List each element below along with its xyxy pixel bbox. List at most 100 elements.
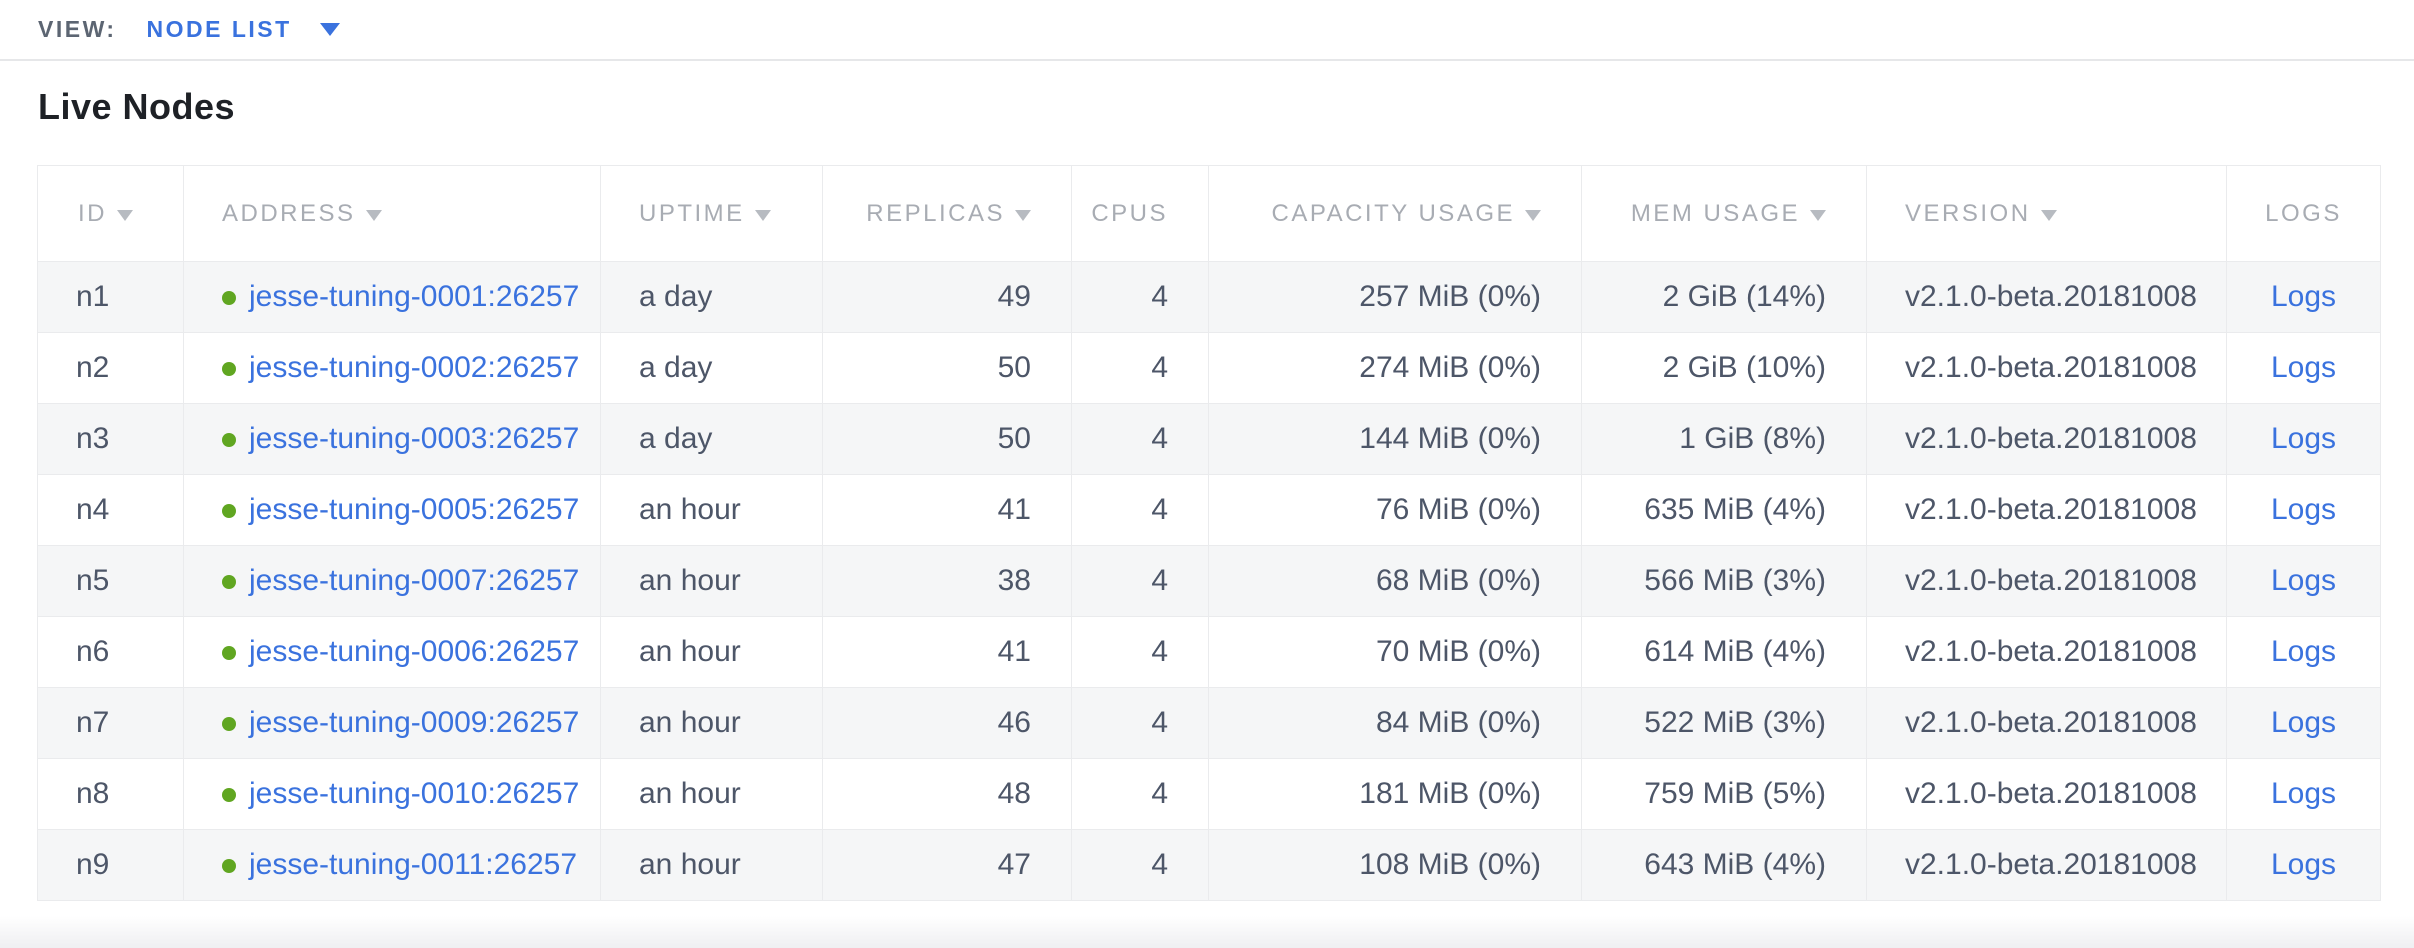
cell-replicas: 46 [822, 687, 1072, 759]
cell-address: jesse-tuning-0002:26257 [183, 332, 601, 404]
sort-descending-icon [754, 209, 771, 221]
cell-replicas: 41 [822, 474, 1072, 546]
cell-replicas: 50 [822, 403, 1072, 475]
cell-version: v2.1.0-beta.20181008 [1866, 829, 2227, 901]
table-row: n6 jesse-tuning-0006:26257 an hour 41 4 70 Mi… [37, 616, 2381, 688]
cell-cpus: 4 [1071, 261, 1209, 333]
sort-descending-icon [1810, 209, 1826, 221]
node-address-link[interactable]: jesse-tuning-0002:26257 [249, 351, 580, 384]
cell-replicas: 38 [822, 545, 1072, 617]
cell-address: jesse-tuning-0007:26257 [183, 545, 601, 617]
logs-link[interactable]: Logs [2270, 564, 2337, 597]
cell-cpus: 4 [1071, 829, 1209, 901]
cell-capacity: 144 MiB (0%) [1208, 403, 1582, 475]
cell-cpus: 4 [1071, 474, 1209, 546]
cell-replicas: 47 [822, 829, 1072, 901]
cell-logs: Logs [2226, 403, 2381, 475]
cell-uptime: an hour [600, 829, 823, 901]
live-status-icon [222, 717, 236, 731]
cell-capacity: 76 MiB (0%) [1208, 474, 1582, 546]
column-header-address[interactable]: ADDRESS [183, 165, 601, 262]
logs-link[interactable]: Logs [2270, 351, 2337, 384]
cell-cpus: 4 [1071, 403, 1209, 475]
live-status-icon [222, 646, 236, 660]
cell-capacity: 70 MiB (0%) [1208, 616, 1582, 688]
chevron-down-icon [319, 23, 340, 36]
cell-mem: 522 MiB (3%) [1581, 687, 1867, 759]
sort-descending-icon [117, 209, 133, 221]
cell-mem: 1 GiB (8%) [1581, 403, 1867, 475]
live-status-icon [222, 504, 236, 518]
node-address-link[interactable]: jesse-tuning-0009:26257 [249, 706, 580, 739]
column-header-logs: LOGS [2226, 165, 2381, 262]
node-address-link[interactable]: jesse-tuning-0005:26257 [249, 493, 580, 526]
node-address-link[interactable]: jesse-tuning-0007:26257 [249, 564, 580, 597]
node-address-link[interactable]: jesse-tuning-0010:26257 [249, 777, 580, 810]
logs-link[interactable]: Logs [2270, 848, 2337, 881]
cell-mem: 2 GiB (14%) [1581, 261, 1867, 333]
logs-link[interactable]: Logs [2270, 777, 2337, 810]
cell-id: n8 [37, 758, 184, 830]
column-header-replicas[interactable]: REPLICAS [822, 165, 1072, 262]
view-selector-bar: VIEW: NODE LIST [0, 0, 2414, 61]
live-nodes-table: ID ADDRESS UPTIME REPLICAS CPUS CAPACITY… [37, 165, 2381, 901]
cell-id: n4 [37, 474, 184, 546]
view-dropdown-value: NODE LIST [146, 16, 292, 42]
view-dropdown[interactable]: NODE LIST [147, 16, 340, 43]
logs-link[interactable]: Logs [2270, 635, 2337, 668]
logs-link[interactable]: Logs [2270, 706, 2337, 739]
column-header-mem-usage[interactable]: MEM USAGE [1581, 165, 1867, 262]
logs-link[interactable]: Logs [2270, 422, 2337, 455]
cell-version: v2.1.0-beta.20181008 [1866, 758, 2227, 830]
table-row: n4 jesse-tuning-0005:26257 an hour 41 4 76 Mi… [37, 474, 2381, 546]
column-header-capacity-usage[interactable]: CAPACITY USAGE [1208, 165, 1582, 262]
table-row: n2 jesse-tuning-0002:26257 a day 50 4 274 MiB… [37, 332, 2381, 404]
column-header-cpus: CPUS [1071, 165, 1209, 262]
cell-logs: Logs [2226, 545, 2381, 617]
live-status-icon [222, 291, 236, 305]
cell-version: v2.1.0-beta.20181008 [1866, 474, 2227, 546]
cell-logs: Logs [2226, 332, 2381, 404]
node-address-link[interactable]: jesse-tuning-0001:26257 [249, 280, 580, 313]
table-row: n7 jesse-tuning-0009:26257 an hour 46 4 84 Mi… [37, 687, 2381, 759]
cell-capacity: 84 MiB (0%) [1208, 687, 1582, 759]
cell-id: n9 [37, 829, 184, 901]
sort-descending-icon [1525, 209, 1541, 221]
logs-link[interactable]: Logs [2270, 280, 2337, 313]
column-header-id[interactable]: ID [37, 165, 184, 262]
cell-logs: Logs [2226, 758, 2381, 830]
table-row: n8 jesse-tuning-0010:26257 an hour 48 4 181 M… [37, 758, 2381, 830]
cell-address: jesse-tuning-0009:26257 [183, 687, 601, 759]
cell-version: v2.1.0-beta.20181008 [1866, 616, 2227, 688]
column-header-uptime[interactable]: UPTIME [600, 165, 823, 262]
cell-address: jesse-tuning-0011:26257 [183, 829, 601, 901]
cell-address: jesse-tuning-0010:26257 [183, 758, 601, 830]
view-label: VIEW: [38, 16, 117, 42]
cell-mem: 643 MiB (4%) [1581, 829, 1867, 901]
cell-id: n6 [37, 616, 184, 688]
cell-id: n2 [37, 332, 184, 404]
node-address-link[interactable]: jesse-tuning-0006:26257 [249, 635, 580, 668]
cell-uptime: an hour [600, 687, 823, 759]
cell-version: v2.1.0-beta.20181008 [1866, 332, 2227, 404]
cell-replicas: 48 [822, 758, 1072, 830]
node-address-link[interactable]: jesse-tuning-0011:26257 [249, 848, 578, 881]
cell-id: n5 [37, 545, 184, 617]
cell-logs: Logs [2226, 829, 2381, 901]
live-status-icon [222, 859, 236, 873]
sort-descending-icon [365, 209, 382, 221]
column-header-version[interactable]: VERSION [1866, 165, 2227, 262]
table-row: n3 jesse-tuning-0003:26257 a day 50 4 144 MiB… [37, 403, 2381, 475]
live-status-icon [222, 788, 236, 802]
cell-mem: 2 GiB (10%) [1581, 332, 1867, 404]
cell-mem: 566 MiB (3%) [1581, 545, 1867, 617]
table-header-row: ID ADDRESS UPTIME REPLICAS CPUS CAPACITY… [37, 165, 2381, 262]
cell-version: v2.1.0-beta.20181008 [1866, 545, 2227, 617]
cell-mem: 759 MiB (5%) [1581, 758, 1867, 830]
live-status-icon [222, 575, 236, 589]
page-title: Live Nodes [38, 86, 236, 127]
logs-link[interactable]: Logs [2270, 493, 2337, 526]
table-row: n1 jesse-tuning-0001:26257 a day 49 4 257 MiB… [37, 261, 2381, 333]
cell-uptime: a day [600, 403, 823, 475]
node-address-link[interactable]: jesse-tuning-0003:26257 [249, 422, 580, 455]
